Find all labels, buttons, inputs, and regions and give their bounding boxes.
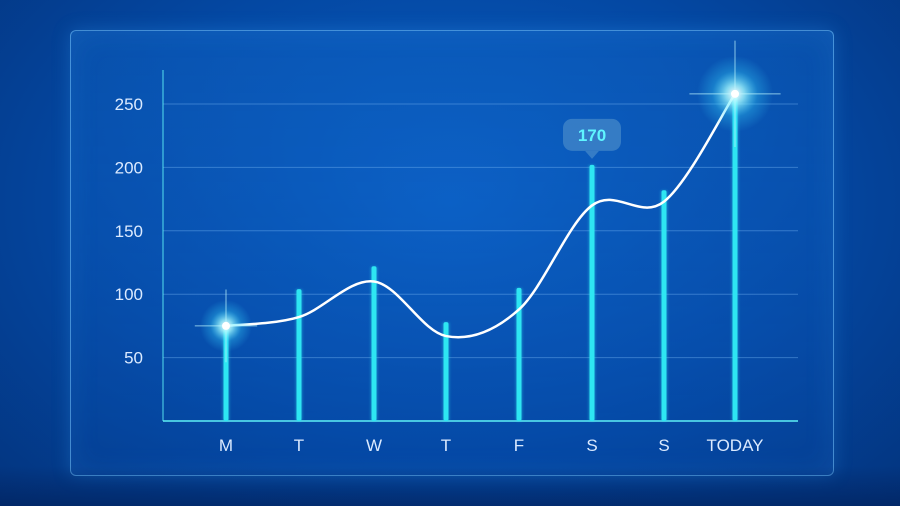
callout-bubble: [563, 118, 621, 151]
y-tick-label: 250: [115, 95, 143, 114]
grid-lines: [163, 103, 798, 359]
bottom-shade: [0, 466, 900, 506]
y-tick-labels: 250 200 150 100 50: [115, 95, 143, 368]
x-tick-label: S: [586, 436, 597, 455]
bar-s: [661, 190, 667, 421]
y-tick-label: 50: [124, 349, 143, 368]
x-tick-label: TODAY: [707, 436, 764, 455]
x-tick-label: M: [219, 436, 233, 455]
trend-line-path: [224, 92, 737, 339]
trend-line: [224, 92, 737, 339]
y-tick-label: 100: [115, 285, 143, 304]
y-tick-label: 150: [115, 222, 143, 241]
x-tick-label: W: [366, 436, 382, 455]
x-tick-label: T: [441, 436, 451, 455]
x-tick-label: S: [658, 436, 669, 455]
callout-pointer: [585, 150, 599, 159]
bar-today: [732, 93, 738, 421]
value-callout: 170: [563, 118, 621, 159]
axes: [162, 70, 798, 422]
bars: [222, 93, 739, 421]
highlight-point: [194, 289, 258, 363]
bar-t: [443, 322, 449, 421]
bar-w: [371, 266, 377, 421]
y-tick-label: 200: [115, 158, 143, 177]
highlight-glows: [194, 40, 781, 363]
bar-s: [589, 164, 595, 421]
x-tick-label: F: [514, 436, 524, 455]
x-tick-labels: M T W T F S S TODAY: [219, 436, 764, 455]
callout-value: 170: [578, 126, 606, 145]
bar-t: [296, 289, 302, 421]
x-tick-label: T: [294, 436, 304, 455]
bar-f: [516, 287, 522, 421]
highlight-point: [689, 40, 781, 148]
